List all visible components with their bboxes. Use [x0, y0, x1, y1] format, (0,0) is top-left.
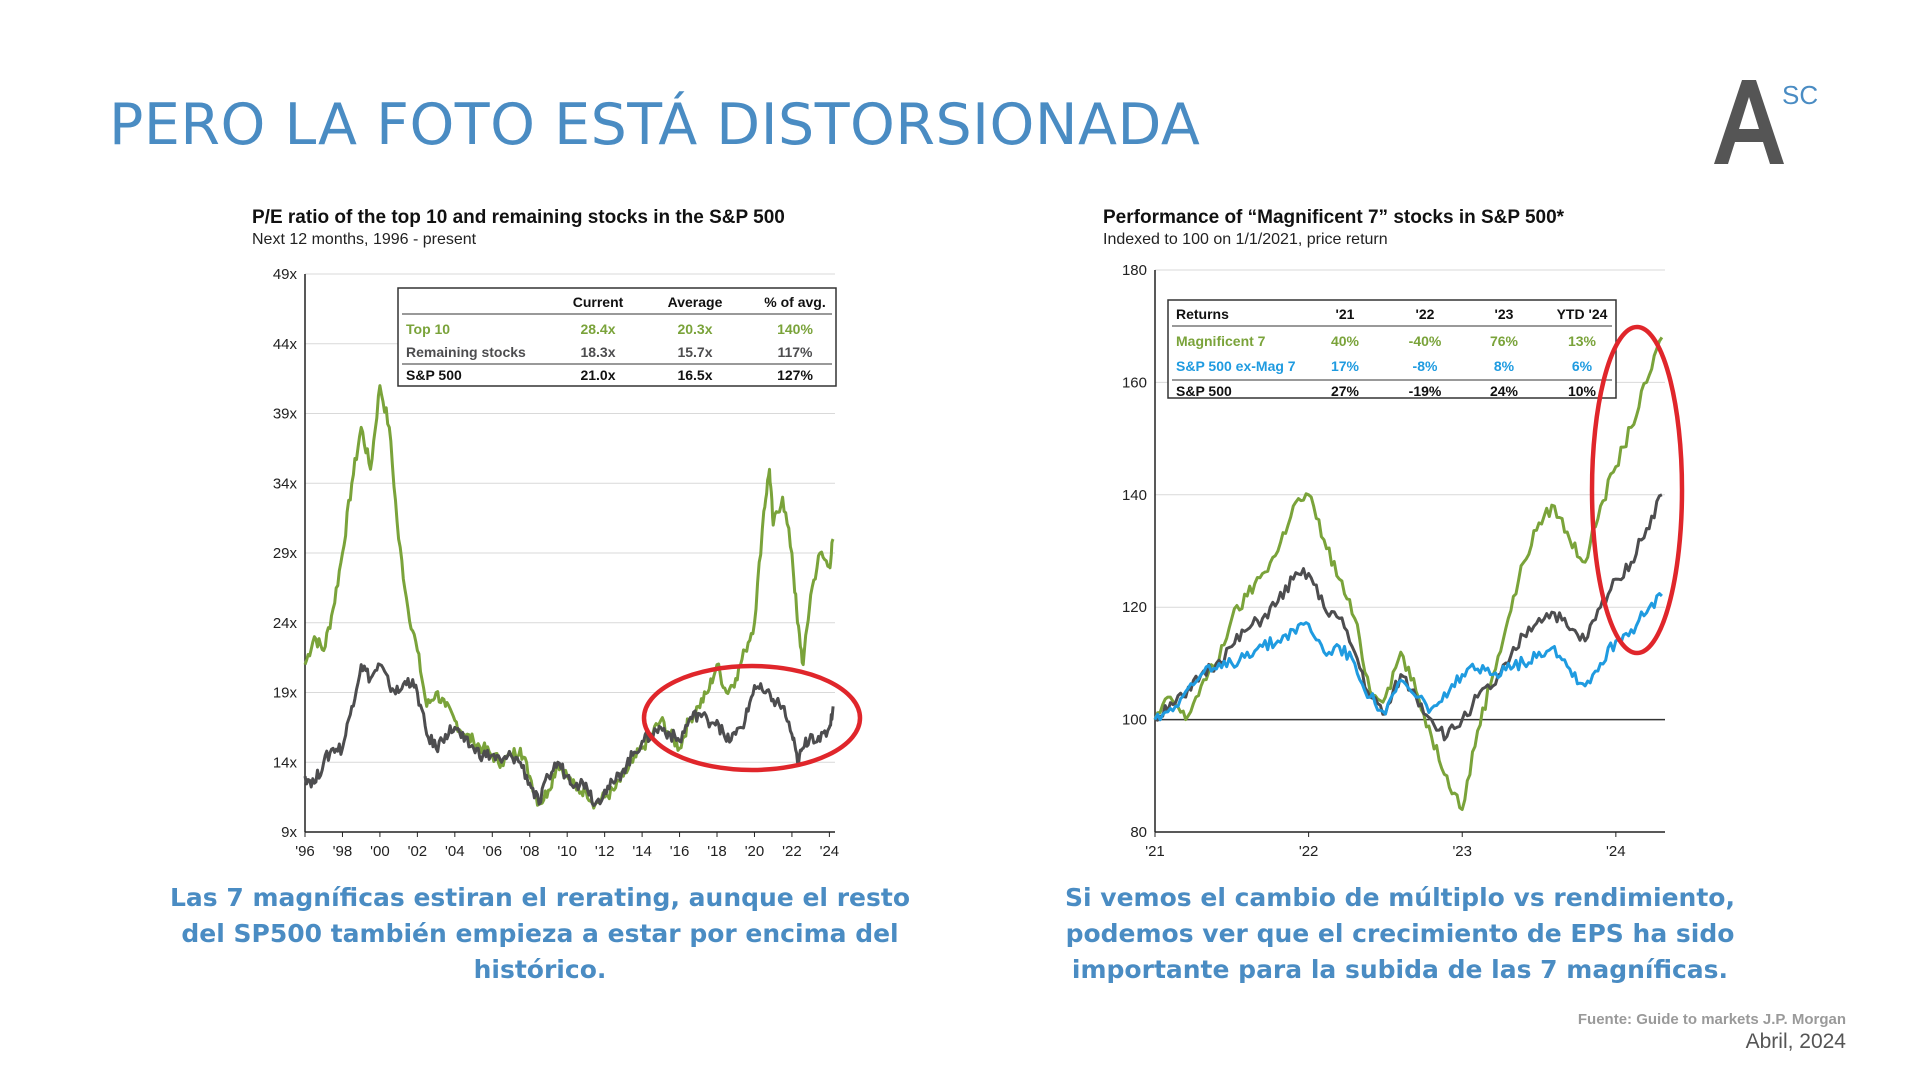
x-tick-label: '06: [482, 843, 502, 860]
left-chart-title: P/E ratio of the top 10 and remaining st…: [252, 207, 785, 228]
returns-table-box: [397, 287, 837, 387]
table-cell: 27%: [1331, 383, 1360, 399]
x-tick-label: '10: [557, 843, 577, 860]
table-cell: 10%: [1568, 383, 1597, 399]
x-tick-label: '20: [745, 843, 765, 860]
y-tick-label: 49x: [273, 266, 298, 283]
x-tick-label: '23: [1452, 843, 1472, 860]
table-header: YTD '24: [1557, 306, 1608, 322]
y-tick-label: 14x: [273, 754, 298, 771]
table-cell: 13%: [1568, 333, 1597, 349]
table-cell: -19%: [1409, 383, 1442, 399]
series-line-1: [303, 662, 835, 807]
table-cell: 18.3x: [580, 344, 615, 360]
y-tick-label: 9x: [281, 824, 297, 841]
table-cell: 76%: [1490, 333, 1519, 349]
logo-superscript: SC: [1782, 80, 1818, 110]
x-tick-label: '96: [295, 843, 315, 860]
slide-title: PERO LA FOTO ESTÁ DISTORSIONADA: [109, 92, 1201, 158]
y-tick-label: 44x: [273, 336, 298, 353]
table-header: '23: [1495, 306, 1514, 322]
y-tick-label: 100: [1122, 712, 1147, 729]
table-header: Average: [668, 294, 723, 310]
x-tick-label: '22: [782, 843, 802, 860]
table-cell: 20.3x: [677, 321, 712, 337]
table-row-label: Remaining stocks: [406, 344, 526, 360]
y-tick-label: 180: [1122, 262, 1147, 279]
table-header: '21: [1336, 306, 1355, 322]
table-cell: 24%: [1490, 383, 1519, 399]
x-tick-label: '00: [370, 843, 390, 860]
right-chart-subtitle: Indexed to 100 on 1/1/2021, price return: [1103, 231, 1388, 248]
x-tick-label: '18: [707, 843, 727, 860]
left-chart-subtitle: Next 12 months, 1996 - present: [252, 231, 477, 248]
y-tick-label: 140: [1122, 487, 1147, 504]
table-cell: 16.5x: [677, 367, 712, 383]
table-cell: -40%: [1409, 333, 1442, 349]
x-tick-label: '02: [408, 843, 428, 860]
y-tick-label: 24x: [273, 615, 298, 632]
table-cell: 28.4x: [580, 321, 615, 337]
right-caption: Si vemos el cambio de múltiplo vs rendim…: [1065, 883, 1735, 984]
asc-logo: SC: [1712, 72, 1822, 172]
x-tick-label: '22: [1299, 843, 1319, 860]
left-caption: Las 7 magníficas estiran el rerating, au…: [170, 883, 910, 984]
table-row-label: S&P 500 ex-Mag 7: [1176, 358, 1296, 374]
table-cell: 140%: [777, 321, 813, 337]
right-performance-chart: 180 160 140 120 100 80 '21 '22 '23 '24 Returns '21 '…: [1122, 262, 1685, 860]
table-cell: 127%: [777, 367, 813, 383]
x-tick-label: '04: [445, 843, 465, 860]
source-note: Fuente: Guide to markets J.P. Morgan: [1577, 1011, 1846, 1028]
x-tick-label: '14: [632, 843, 652, 860]
table-header: Returns: [1176, 306, 1229, 322]
left-pe-chart: 49x 44x 39x 34x 29x 24x 19x 14x 9x '96 '98 '00 '02 '0…: [273, 266, 863, 860]
highlight-ellipse: [1589, 324, 1685, 656]
table-cell: 40%: [1331, 333, 1360, 349]
series-line-0: [1153, 336, 1664, 811]
table-row-label: Magnificent 7: [1176, 333, 1266, 349]
logo-mark: SC: [1714, 80, 1818, 164]
series-line-2: [1153, 592, 1663, 722]
y-tick-label: 19x: [273, 685, 298, 702]
table-row-label: S&P 500: [406, 367, 462, 383]
table-row-label: S&P 500: [1176, 383, 1232, 399]
y-tick-label: 160: [1122, 374, 1147, 391]
table-cell: 117%: [777, 344, 813, 360]
date-note: Abril, 2024: [1745, 1030, 1846, 1053]
x-tick-label: '98: [333, 843, 353, 860]
x-tick-label: '24: [1606, 843, 1626, 860]
table-cell: 15.7x: [677, 344, 712, 360]
table-cell: -8%: [1413, 358, 1438, 374]
table-cell: 8%: [1494, 358, 1515, 374]
returns-table-box: [1167, 299, 1617, 399]
table-cell: 6%: [1572, 358, 1593, 374]
table-cell: 21.0x: [580, 367, 615, 383]
y-tick-label: 39x: [273, 406, 298, 423]
y-tick-label: 120: [1122, 599, 1147, 616]
y-tick-label: 80: [1130, 824, 1147, 841]
highlight-ellipse: [641, 663, 863, 773]
x-tick-label: '12: [595, 843, 615, 860]
table-cell: 17%: [1331, 358, 1360, 374]
x-tick-label: '24: [820, 843, 840, 860]
table-header: Current: [573, 294, 624, 310]
x-tick-label: '21: [1145, 843, 1165, 860]
series-line-0: [303, 384, 835, 810]
x-tick-label: '08: [520, 843, 540, 860]
table-header: '22: [1416, 306, 1435, 322]
table-row-label: Top 10: [406, 321, 450, 337]
x-tick-label: '16: [670, 843, 690, 860]
table-header: % of avg.: [764, 294, 825, 310]
right-chart-title: Performance of “Magnificent 7” stocks in…: [1103, 207, 1565, 228]
y-tick-label: 34x: [273, 475, 298, 492]
y-tick-label: 29x: [273, 545, 298, 562]
